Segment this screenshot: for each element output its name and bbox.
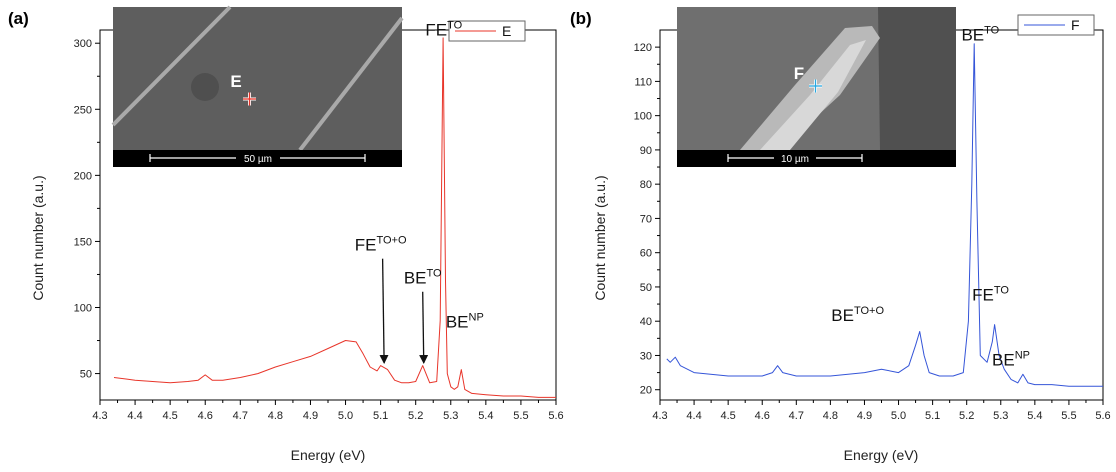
x-tick-label: 5.3	[443, 410, 458, 422]
y-tick-label: 20	[640, 385, 652, 397]
y-tick-label: 50	[80, 369, 92, 381]
x-tick-label: 5.6	[1095, 410, 1110, 422]
panel-b-inset: 10 µm F	[677, 7, 956, 167]
x-tick-label: 4.8	[823, 410, 838, 422]
panel-b-label: (b)	[570, 9, 592, 28]
panel-a-x-axis-title: Energy (eV)	[291, 447, 366, 463]
inset-dark-region	[878, 7, 956, 150]
inset-scale-text: 50 µm	[244, 154, 272, 165]
y-tick-label: 110	[634, 76, 652, 88]
x-tick-label: 4.6	[198, 410, 213, 422]
x-tick-label: 5.5	[513, 410, 528, 422]
panel-a-legend: E	[448, 20, 526, 42]
panel-b-x-axis: 4.3 4.4 4.5 4.6 4.7 4.8 4.9 5.0 5.1 5.2 5.3 5.4 5.5 5…	[652, 400, 1111, 422]
x-tick-label: 4.8	[268, 410, 283, 422]
y-tick-label: 30	[640, 350, 652, 362]
legend-label-f: F	[1071, 17, 1080, 33]
x-tick-label: 4.9	[857, 410, 872, 422]
x-tick-label: 5.1	[925, 410, 940, 422]
crosshair-icon	[243, 92, 256, 106]
panel-a-annotations: FETO FETO+O BETO BENP	[355, 19, 484, 364]
annotation-arrow	[379, 258, 389, 364]
inset-dark-spot	[191, 73, 219, 101]
x-tick-label: 5.0	[338, 410, 353, 422]
y-tick-label: 90	[640, 145, 652, 157]
x-tick-label: 4.7	[789, 410, 804, 422]
y-tick-label: 100	[634, 111, 652, 123]
x-tick-label: 4.7	[233, 410, 248, 422]
x-tick-label: 4.5	[721, 410, 736, 422]
annotation-fe-to: FETO	[425, 19, 462, 39]
annotation-text: BETO+O	[831, 305, 884, 325]
panel-b-y-axis: 20 30 40 50 60 70 80 90 100 110 120	[634, 42, 660, 397]
inset-ridge-2	[298, 16, 404, 152]
annotation-be-np: BENP	[992, 350, 1030, 370]
x-tick-label: 5.2	[408, 410, 423, 422]
x-tick-label: 5.4	[478, 410, 493, 422]
x-tick-label: 4.3	[92, 410, 107, 422]
annotation-be-to: BETO	[404, 268, 442, 364]
y-tick-label: 60	[640, 248, 652, 260]
y-tick-label: 70	[640, 213, 652, 225]
y-tick-label: 100	[74, 303, 92, 315]
x-tick-label: 4.9	[303, 410, 318, 422]
x-tick-label: 4.6	[755, 410, 770, 422]
panel-a-label: (a)	[8, 9, 29, 28]
annotation-text: BENP	[992, 350, 1030, 370]
y-tick-label: 40	[640, 316, 652, 328]
panel-b-annotations: BETO BETO+O FETO BENP	[831, 24, 1030, 369]
inset-ridge-1	[111, 5, 232, 127]
inset-scale-text-bg	[774, 152, 816, 164]
x-tick-label: 5.4	[1027, 410, 1042, 422]
annotation-be-to-plus-o: BETO+O	[831, 305, 884, 325]
y-tick-label: 200	[74, 170, 92, 182]
annotation-text: BETO	[961, 24, 999, 44]
x-tick-label: 5.6	[548, 410, 563, 422]
annotation-fe-to: FETO	[972, 285, 1009, 305]
series-line-f	[666, 43, 1103, 387]
x-tick-label: 4.5	[163, 410, 178, 422]
x-tick-label: 4.4	[686, 410, 701, 422]
y-tick-label: 300	[74, 38, 92, 50]
panel-a-x-axis: 4.3 4.4 4.5 4.6 4.7 4.8 4.9 5.0 5.1 5.2 5.3 5.4 5.5 5…	[92, 400, 564, 422]
panel-b: (b) 4.3 4.4 4.5 4.6 4.7 4.8 4.9 5.0 5.1 5.2 5.3 5.4…	[570, 7, 1111, 463]
y-tick-label: 250	[74, 104, 92, 116]
x-tick-label: 5.0	[891, 410, 906, 422]
x-tick-label: 5.5	[1061, 410, 1076, 422]
annotation-be-np: BENP	[446, 311, 484, 331]
inset-scale-text: 10 µm	[781, 154, 809, 165]
annotation-arrow	[419, 291, 429, 364]
annotation-text: FETO	[972, 285, 1009, 305]
annotation-text: FETO+O	[355, 235, 407, 255]
x-tick-label: 4.4	[127, 410, 142, 422]
panel-a-y-axis-title: Count number (a.u.)	[30, 175, 46, 300]
inset-scale-text-bg	[236, 152, 280, 164]
panel-a-y-axis: 50 100 150 200 250 300	[74, 38, 100, 381]
legend-label-e: E	[502, 23, 511, 39]
inset-point-label: E	[230, 72, 241, 91]
series-line-e	[113, 37, 556, 398]
x-tick-label: 5.1	[373, 410, 388, 422]
inset-point-label: F	[794, 64, 804, 83]
y-tick-label: 50	[640, 282, 652, 294]
y-tick-label: 150	[74, 236, 92, 248]
annotation-text: BETO	[404, 268, 442, 288]
panel-b-x-axis-title: Energy (eV)	[844, 447, 919, 463]
annotation-text: BENP	[446, 311, 484, 331]
y-tick-label: 120	[634, 42, 652, 54]
x-tick-label: 4.3	[652, 410, 667, 422]
x-tick-label: 5.3	[993, 410, 1008, 422]
annotation-fe-to-plus-o: FETO+O	[355, 235, 407, 364]
panel-b-y-axis-title: Count number (a.u.)	[592, 175, 608, 300]
x-tick-label: 5.2	[959, 410, 974, 422]
annotation-be-to: BETO	[961, 24, 999, 44]
y-tick-label: 80	[640, 179, 652, 191]
crosshair-icon	[809, 79, 822, 93]
annotation-text: FETO	[425, 19, 462, 39]
panel-a-inset: 50 µm E	[111, 5, 404, 167]
panel-a: (a) 4.3 4.4 4.5 4.6 4.7 4.8 4.9 5.0 5.1 5.2 5.3 5.4…	[8, 5, 564, 463]
inset-bright-core	[760, 40, 866, 150]
panel-b-legend: F	[1017, 14, 1095, 36]
